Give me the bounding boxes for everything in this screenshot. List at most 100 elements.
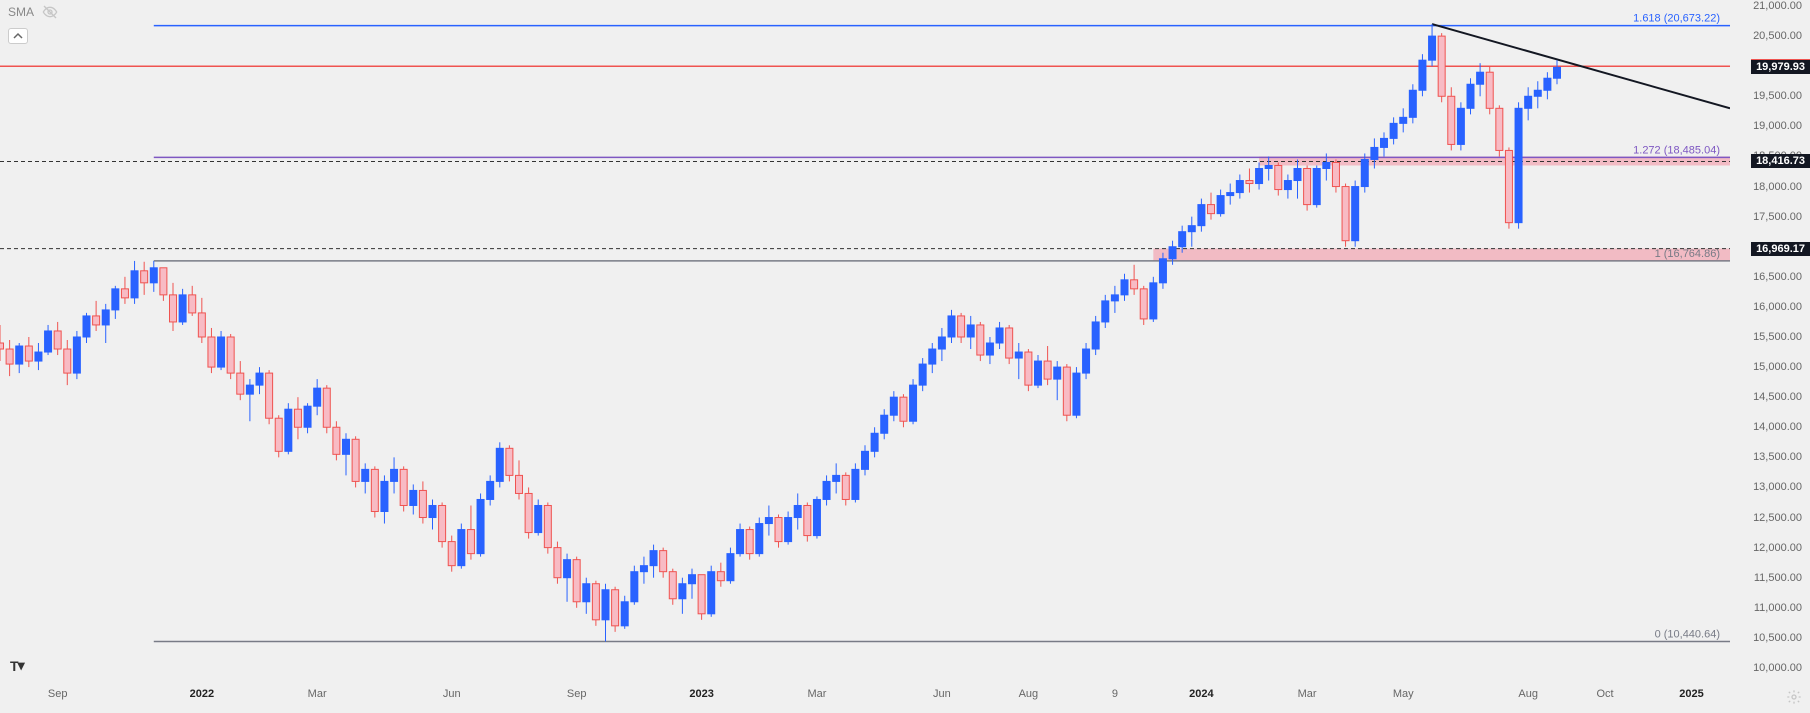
candle-body[interactable]: [256, 373, 263, 385]
candle-body[interactable]: [6, 349, 13, 364]
candle-body[interactable]: [516, 475, 523, 493]
candle-body[interactable]: [1409, 90, 1416, 117]
candle-body[interactable]: [621, 602, 628, 626]
candle-body[interactable]: [967, 325, 974, 337]
candle-body[interactable]: [1544, 78, 1551, 90]
candle-body[interactable]: [948, 316, 955, 337]
candle-body[interactable]: [592, 584, 599, 620]
candle-body[interactable]: [458, 530, 465, 566]
candle-body[interactable]: [833, 475, 840, 481]
candle-body[interactable]: [1111, 295, 1118, 301]
candle-body[interactable]: [679, 584, 686, 599]
candle-body[interactable]: [881, 415, 888, 433]
candle-body[interactable]: [45, 331, 52, 352]
candle-body[interactable]: [1304, 168, 1311, 204]
candle-body[interactable]: [1477, 72, 1484, 84]
candle-body[interactable]: [1361, 159, 1368, 186]
candle-body[interactable]: [1198, 205, 1205, 226]
candle-body[interactable]: [746, 530, 753, 554]
candle-body[interactable]: [141, 271, 148, 283]
candle-body[interactable]: [93, 316, 100, 325]
candle-body[interactable]: [275, 418, 282, 451]
candle-body[interactable]: [1073, 373, 1080, 415]
candle-body[interactable]: [477, 499, 484, 553]
x-axis[interactable]: Sep2022MarJunSep2023MarJunAug92024MarMay…: [0, 680, 1730, 713]
candle-body[interactable]: [218, 337, 225, 367]
candle-body[interactable]: [1554, 67, 1561, 78]
candle-body[interactable]: [16, 346, 23, 364]
candle-body[interactable]: [102, 310, 109, 325]
candle-body[interactable]: [756, 524, 763, 554]
candle-body[interactable]: [73, 337, 80, 373]
candle-body[interactable]: [717, 572, 724, 581]
candle-body[interactable]: [352, 439, 359, 481]
candle-body[interactable]: [0, 343, 4, 349]
candle-body[interactable]: [1054, 367, 1061, 379]
candle-body[interactable]: [1035, 361, 1042, 385]
candle-body[interactable]: [698, 575, 705, 614]
candle-body[interactable]: [910, 385, 917, 421]
candle-body[interactable]: [1188, 226, 1195, 232]
candle-body[interactable]: [708, 572, 715, 614]
candle-body[interactable]: [564, 560, 571, 578]
candle-body[interactable]: [439, 505, 446, 541]
candle-body[interactable]: [1323, 162, 1330, 168]
candle-body[interactable]: [919, 364, 926, 385]
candle-body[interactable]: [381, 481, 388, 511]
candle-body[interactable]: [737, 530, 744, 554]
candle-body[interactable]: [285, 409, 292, 451]
candle-body[interactable]: [669, 572, 676, 599]
candle-body[interactable]: [900, 397, 907, 421]
candle-body[interactable]: [640, 566, 647, 572]
candle-body[interactable]: [1006, 328, 1013, 358]
candle-body[interactable]: [237, 373, 244, 394]
candle-body[interactable]: [1140, 289, 1147, 319]
candle-body[interactable]: [1227, 193, 1234, 196]
candle-body[interactable]: [1381, 138, 1388, 147]
candle-body[interactable]: [294, 409, 301, 427]
candle-body[interactable]: [1217, 196, 1224, 214]
candle-body[interactable]: [496, 448, 503, 481]
candle-body[interactable]: [1265, 165, 1272, 168]
y-axis[interactable]: 10,000.0010,500.0011,000.0011,500.0012,0…: [1730, 0, 1810, 680]
candle-body[interactable]: [400, 469, 407, 505]
candle-body[interactable]: [852, 469, 859, 499]
candle-body[interactable]: [1083, 349, 1090, 373]
candle-body[interactable]: [362, 469, 369, 481]
candle-body[interactable]: [410, 490, 417, 505]
candle-body[interactable]: [1179, 232, 1186, 247]
candle-body[interactable]: [535, 505, 542, 532]
candle-body[interactable]: [1044, 361, 1051, 379]
candle-body[interactable]: [25, 346, 32, 361]
candle-body[interactable]: [150, 268, 157, 283]
candle-body[interactable]: [842, 475, 849, 499]
candle-body[interactable]: [246, 385, 253, 394]
candle-body[interactable]: [1332, 162, 1339, 186]
candle-body[interactable]: [1025, 352, 1032, 385]
candle-body[interactable]: [977, 325, 984, 355]
candle-body[interactable]: [198, 313, 205, 337]
candle-body[interactable]: [871, 433, 878, 451]
candle-body[interactable]: [612, 590, 619, 626]
candle-body[interactable]: [775, 518, 782, 542]
candle-body[interactable]: [1256, 168, 1263, 183]
candle-body[interactable]: [573, 560, 580, 602]
candle-body[interactable]: [1313, 168, 1320, 204]
candle-body[interactable]: [35, 352, 42, 361]
candle-body[interactable]: [1515, 108, 1522, 222]
candle-body[interactable]: [314, 388, 321, 406]
candle-body[interactable]: [371, 469, 378, 511]
candle-body[interactable]: [583, 584, 590, 602]
candle-body[interactable]: [1352, 187, 1359, 241]
candle-body[interactable]: [448, 542, 455, 566]
candle-body[interactable]: [487, 481, 494, 499]
candle-body[interactable]: [862, 451, 869, 469]
candle-body[interactable]: [813, 499, 820, 535]
candle-body[interactable]: [1419, 60, 1426, 90]
candle-body[interactable]: [1496, 108, 1503, 150]
candle-body[interactable]: [1063, 367, 1070, 415]
candle-body[interactable]: [544, 505, 551, 547]
candle-body[interactable]: [112, 289, 119, 310]
candle-body[interactable]: [660, 551, 667, 572]
candle-body[interactable]: [823, 481, 830, 499]
